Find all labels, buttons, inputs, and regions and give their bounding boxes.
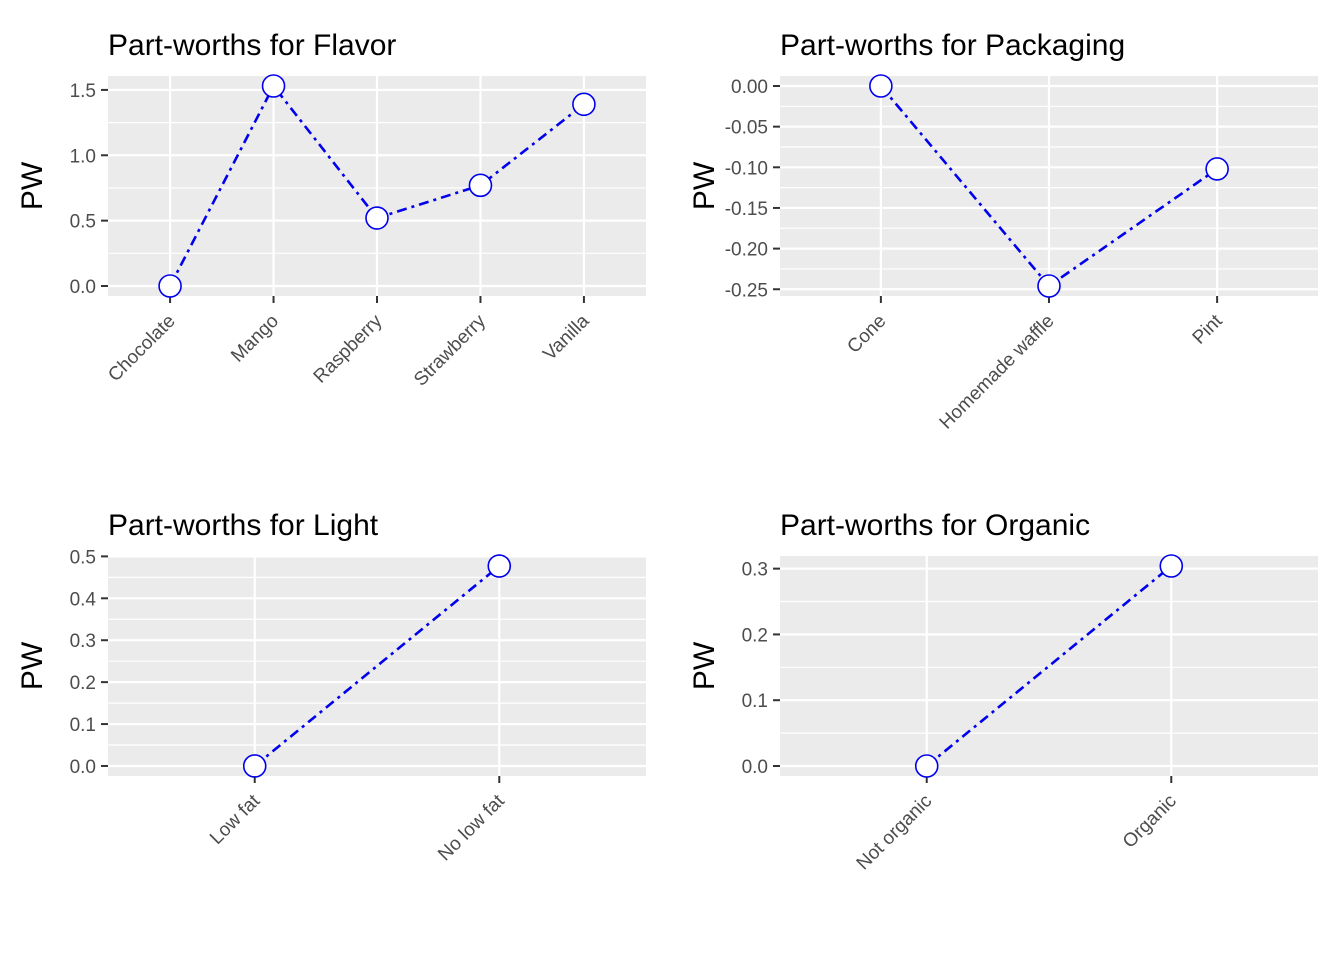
y-tick-label: -0.25 bbox=[725, 280, 768, 301]
data-point bbox=[261, 74, 286, 98]
data-point bbox=[158, 274, 182, 298]
data-point bbox=[1037, 274, 1061, 298]
y-tick-label: -0.15 bbox=[725, 199, 768, 220]
x-category-label: Raspberry bbox=[310, 310, 387, 387]
chart-svg: 0.0 0.1 0.2 0.3 0.4 0.5 Low fat No low fat Part-… bbox=[16, 509, 646, 865]
y-tick-label: 0.4 bbox=[70, 589, 97, 610]
data-line bbox=[925, 564, 1173, 768]
chart-title: Part-worths for Organic bbox=[780, 509, 1090, 542]
x-category-label: Cone bbox=[843, 311, 890, 358]
x-category-label: Vanilla bbox=[539, 310, 593, 364]
chart-packaging: 0.00 -0.05 -0.10 -0.15 -0.20 -0.25 Cone Homemad… bbox=[672, 0, 1344, 480]
y-tick-label: 0.0 bbox=[70, 277, 96, 298]
y-axis-title: PW bbox=[16, 641, 49, 690]
chart-light: 0.0 0.1 0.2 0.3 0.4 0.5 Low fat No low fat Part-… bbox=[0, 480, 672, 960]
data-point bbox=[1205, 157, 1229, 181]
data-point bbox=[914, 754, 939, 778]
x-category-label: Pint bbox=[1189, 310, 1228, 349]
chart-title: Part-worths for Light bbox=[108, 509, 379, 542]
x-category-label: No low fat bbox=[434, 790, 509, 865]
x-category-label: Strawberry bbox=[410, 310, 490, 390]
y-tick-label: 1.5 bbox=[70, 81, 96, 102]
data-point bbox=[487, 554, 512, 578]
x-category-label: Low fat bbox=[206, 790, 265, 849]
x-category-label: Homemade waffle bbox=[936, 311, 1059, 434]
data-point bbox=[572, 92, 596, 117]
y-tick-label: 1.0 bbox=[70, 146, 96, 167]
data-point bbox=[365, 206, 389, 230]
chart-title: Part-worths for Packaging bbox=[780, 29, 1125, 62]
chart-title: Part-worths for Flavor bbox=[108, 29, 396, 62]
chart-organic: 0.0 0.1 0.2 0.3 Not organic Organic Part-worth… bbox=[672, 480, 1344, 960]
y-tick-label: 0.1 bbox=[742, 691, 768, 712]
data-point bbox=[1159, 554, 1184, 578]
chart-svg: 0.0 0.5 1.0 1.5 Chocolate Mango Raspberry Straw… bbox=[16, 29, 646, 390]
data-point bbox=[242, 754, 267, 778]
y-axis-title: PW bbox=[16, 161, 49, 210]
y-tick-label: 0.5 bbox=[70, 547, 96, 568]
y-tick-label: 0.3 bbox=[70, 631, 96, 652]
x-category-label: Mango bbox=[227, 311, 283, 367]
y-axis-title: PW bbox=[688, 641, 721, 690]
y-tick-label: 0.0 bbox=[742, 757, 768, 778]
y-tick-label: -0.20 bbox=[725, 240, 768, 261]
y-axis-title: PW bbox=[688, 161, 721, 210]
x-category-label: Organic bbox=[1119, 791, 1181, 853]
x-category-label: Chocolate bbox=[104, 311, 179, 386]
chart-svg: 0.00 -0.05 -0.10 -0.15 -0.20 -0.25 Cone Homemad… bbox=[688, 29, 1318, 434]
y-tick-label: 0.1 bbox=[70, 715, 96, 736]
y-tick-label: 0.00 bbox=[731, 77, 768, 98]
data-line bbox=[253, 565, 501, 767]
y-tick-label: 0.2 bbox=[70, 673, 96, 694]
y-tick-label: -0.10 bbox=[725, 158, 768, 179]
data-point bbox=[869, 74, 893, 98]
y-tick-label: -0.05 bbox=[725, 118, 768, 139]
panel-background bbox=[108, 556, 646, 776]
x-category-label: Not organic bbox=[853, 791, 937, 875]
y-tick-label: 0.2 bbox=[742, 625, 768, 646]
panel-background bbox=[780, 556, 1318, 776]
y-tick-label: 0.5 bbox=[70, 212, 96, 233]
chart-flavor: 0.0 0.5 1.0 1.5 Chocolate Mango Raspberry Straw… bbox=[0, 0, 672, 480]
y-tick-label: 0.0 bbox=[70, 757, 96, 778]
data-point bbox=[468, 173, 493, 198]
y-tick-label: 0.3 bbox=[742, 560, 768, 581]
chart-svg: 0.0 0.1 0.2 0.3 Not organic Organic Part-worth… bbox=[688, 509, 1318, 875]
